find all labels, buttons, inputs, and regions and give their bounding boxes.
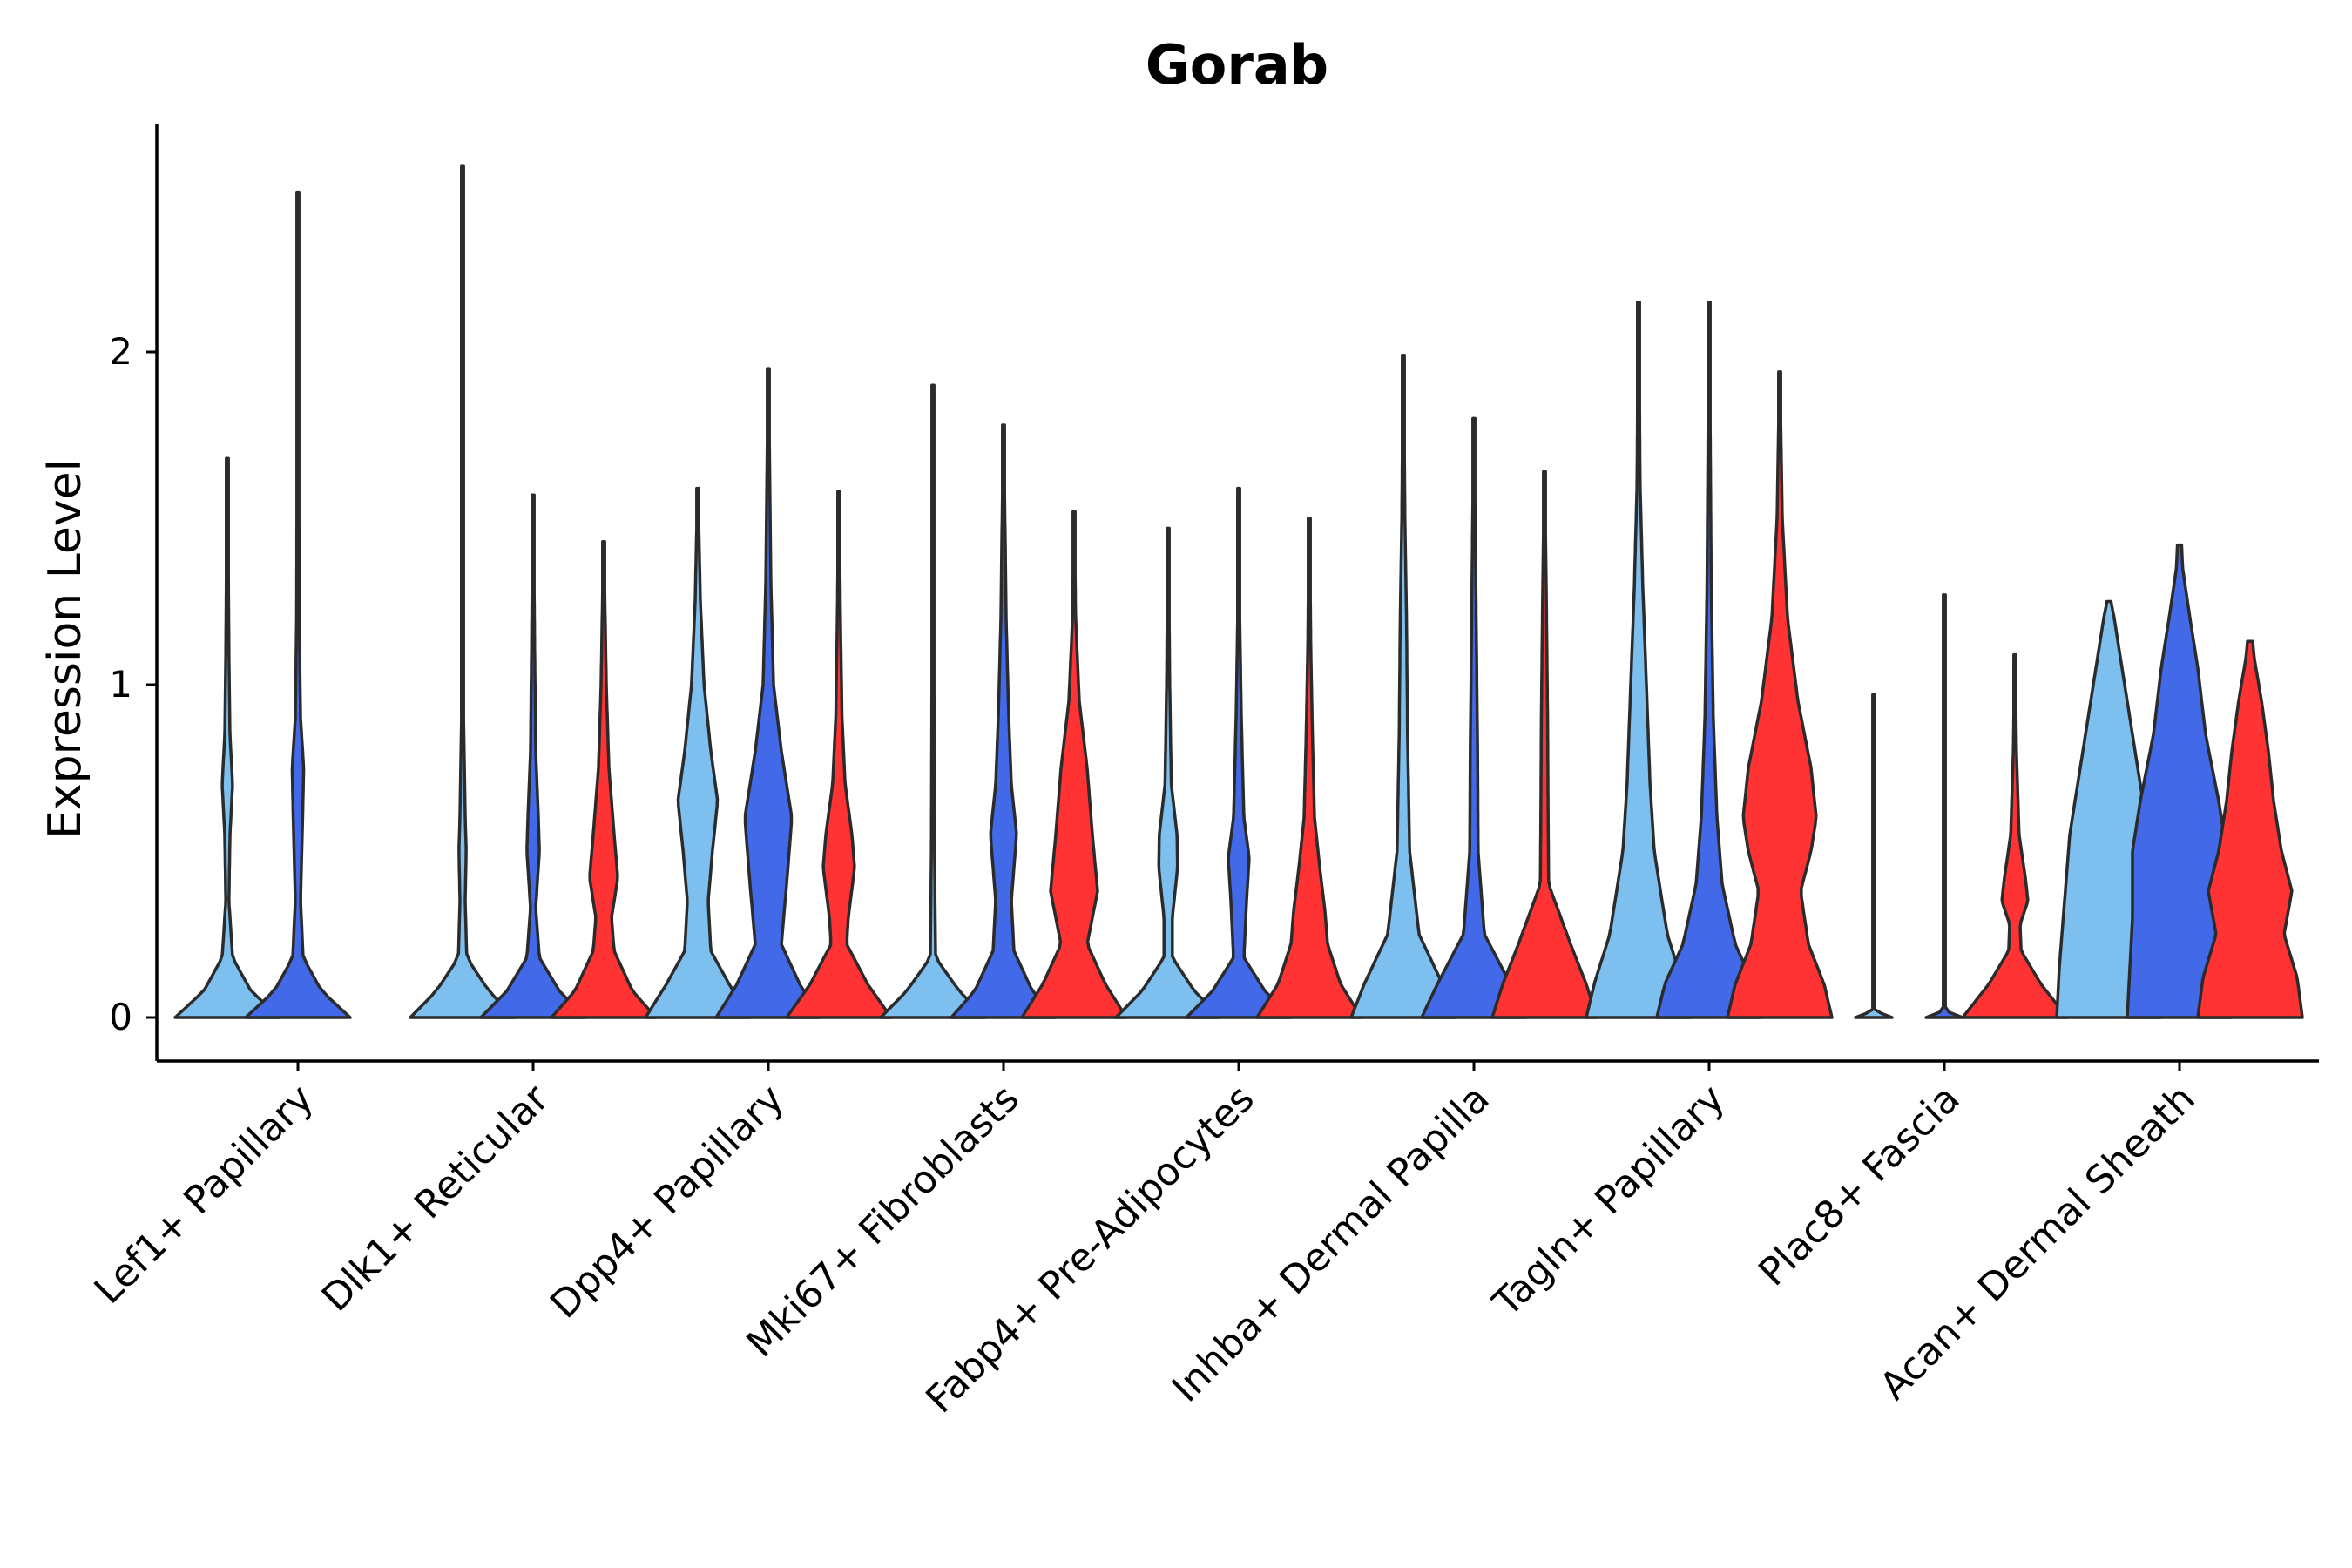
violin-3-3	[785, 490, 893, 1019]
violin-5-3	[1255, 517, 1363, 1019]
violin-2-3	[550, 539, 658, 1019]
violin-2-2	[479, 493, 587, 1019]
violin-5-1	[1114, 526, 1222, 1019]
y-tick-label: 0	[109, 996, 132, 1038]
violin-8-3	[1961, 652, 2069, 1019]
y-axis-ticks: 0 1 2	[109, 330, 157, 1038]
x-tick-label: Dpp4+ Papillary	[542, 1077, 793, 1328]
violin-6-3	[1490, 470, 1598, 1019]
violin-5-2	[1185, 486, 1293, 1019]
violin-8-2	[1924, 593, 1964, 1019]
violin-6-1	[1349, 354, 1457, 1019]
y-tick-label: 2	[109, 330, 132, 373]
violin-7-2	[1655, 300, 1763, 1019]
violin-4-3	[1020, 510, 1128, 1019]
chart-title: Gorab	[1146, 33, 1328, 97]
violin-2-1	[409, 164, 517, 1019]
y-axis-label: Expression Level	[39, 459, 91, 839]
violin-1-2	[244, 190, 352, 1019]
violin-7-3	[1726, 370, 1834, 1019]
x-tick-label: Tagln+ Papillary	[1484, 1077, 1734, 1326]
violin-group	[173, 164, 2304, 1019]
violin-4-2	[950, 423, 1058, 1019]
violin-1-1	[173, 456, 281, 1019]
violin-8-1	[1854, 693, 1894, 1019]
x-tick-label: Dlk1+ Reticular	[314, 1076, 558, 1321]
violin-9-3	[2196, 639, 2304, 1019]
violin-4-1	[879, 383, 987, 1019]
x-tick-label: Lef1+ Papillary	[86, 1077, 322, 1313]
violin-6-2	[1420, 416, 1528, 1019]
violin-7-1	[1585, 300, 1693, 1019]
violin-3-1	[644, 486, 752, 1019]
violin-3-2	[714, 367, 822, 1019]
y-tick-label: 1	[109, 663, 132, 706]
x-tick-label: Plac8+ Fascia	[1750, 1077, 1969, 1295]
